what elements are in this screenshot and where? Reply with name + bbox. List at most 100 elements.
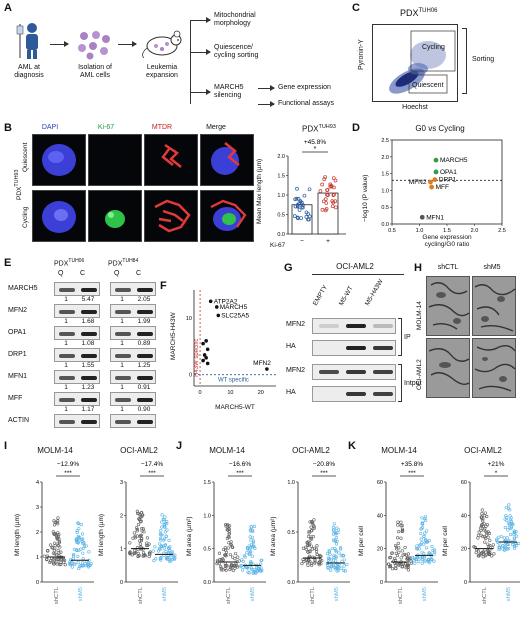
g-ip-label: IP <box>404 334 411 341</box>
b-point <box>306 212 310 216</box>
xcat-label: shM5 <box>422 587 428 601</box>
xcat-label: shM5 <box>250 587 256 601</box>
data-point <box>171 553 175 558</box>
data-point <box>133 536 137 540</box>
data-point <box>512 532 516 537</box>
e-quant: 0.89 <box>137 340 151 347</box>
arrow-out-3 <box>190 89 211 95</box>
c-ylabel: Pyronin-Y <box>358 39 365 70</box>
col-dapi: DAPI <box>41 124 59 131</box>
e-band <box>115 288 131 292</box>
data-point <box>386 562 391 566</box>
data-point <box>420 516 424 520</box>
b-point <box>331 200 336 205</box>
data-point <box>229 564 233 568</box>
data-point <box>71 556 76 561</box>
data-point <box>89 562 93 566</box>
plot-ylabel: Mt per cell <box>358 526 365 556</box>
data-point <box>310 547 314 551</box>
pct-change: −17.4% <box>141 461 163 468</box>
b-point <box>322 177 327 181</box>
arrow-sub-1 <box>258 85 275 91</box>
data-point <box>55 562 59 566</box>
e-quant: 0.90 <box>137 406 151 413</box>
micro-mtdr-q <box>144 134 198 186</box>
data-point <box>396 523 400 527</box>
data-point <box>82 541 86 545</box>
data-point <box>397 530 401 534</box>
data-point <box>306 550 310 554</box>
data-point <box>332 553 336 557</box>
data-point <box>425 529 429 533</box>
g-col-h43w: M5-H43W <box>363 278 385 307</box>
data-point <box>76 554 80 558</box>
sorting-bracket <box>462 28 467 94</box>
f-point <box>214 305 219 309</box>
data-point <box>509 525 514 529</box>
sub-gene-expression: Gene expression <box>278 84 331 91</box>
data-point <box>404 553 408 557</box>
data-point <box>483 514 487 518</box>
data-point <box>425 546 429 550</box>
data-point <box>396 520 400 524</box>
e-col-c2: C <box>136 270 142 277</box>
panel-label-d: D <box>352 122 360 134</box>
d-ytick-label: 1.5 <box>381 172 389 178</box>
data-point <box>474 550 478 555</box>
data-point <box>159 538 163 542</box>
data-point <box>152 559 156 563</box>
plot-ylabel: Mt length (µm) <box>14 513 21 556</box>
h-row-ociaml2: OCI-AML2 <box>416 359 423 390</box>
ytick-label: 0 <box>120 580 123 586</box>
b-point <box>295 186 299 191</box>
data-point <box>77 566 81 571</box>
step-leukemia-expansion: Leukemia expansion <box>146 64 178 79</box>
data-point <box>503 517 507 521</box>
data-point <box>219 564 223 569</box>
em-ociaml2-shm5 <box>472 338 516 398</box>
data-point <box>333 538 337 542</box>
data-point <box>334 559 338 563</box>
data-point <box>420 540 424 545</box>
f-h43w-label: H43W specific <box>194 339 200 377</box>
data-point <box>430 558 434 562</box>
data-point <box>335 562 340 566</box>
data-point <box>45 557 49 561</box>
g-band <box>346 392 366 396</box>
micro-ki67-c <box>88 190 142 242</box>
b-point <box>307 187 312 192</box>
b-point <box>321 199 326 204</box>
e-band <box>59 310 75 314</box>
data-point <box>173 553 177 557</box>
e-group2: PDXTUH84 <box>108 258 139 268</box>
e-band <box>81 376 97 380</box>
data-point <box>411 555 415 560</box>
data-point <box>504 506 508 510</box>
data-point <box>233 557 237 561</box>
panel-label-i: I <box>4 440 8 452</box>
data-point <box>310 563 314 567</box>
data-point <box>409 559 413 563</box>
e-col-c1: C <box>80 270 86 277</box>
data-point <box>163 530 168 534</box>
data-point <box>300 561 304 566</box>
data-point <box>147 551 152 555</box>
data-point <box>240 558 244 562</box>
e-band <box>115 376 131 380</box>
data-point <box>80 561 85 565</box>
data-point <box>330 546 334 551</box>
data-point <box>492 552 496 556</box>
data-point <box>225 523 230 527</box>
e-band <box>137 376 153 380</box>
e-quant: 1 <box>64 318 68 325</box>
arrow-out-1 <box>190 17 211 23</box>
data-point <box>59 560 63 565</box>
ytick-label: 0.5 <box>287 530 295 536</box>
ytick-label: 3 <box>120 480 123 486</box>
data-point <box>419 532 423 536</box>
data-point <box>166 546 171 550</box>
b-point <box>294 196 299 201</box>
data-point <box>310 519 314 524</box>
data-point <box>406 568 411 572</box>
e-quant: 1 <box>120 406 124 413</box>
